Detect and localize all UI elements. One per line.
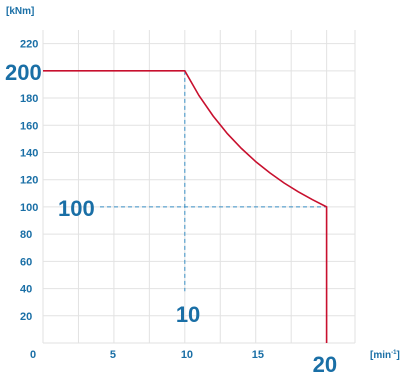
x-axis-label-sup: -1 [391,350,397,356]
x-tick-label: 15 [252,349,264,361]
y-tick-label: 40 [20,284,32,296]
x-axis-label: [min-1] [370,350,400,361]
annotation-label: 20 [313,352,337,377]
series-group [43,70,328,343]
annotation-label: 10 [176,302,200,327]
annotation-label: 100 [58,196,95,221]
x-tick-label: 0 [30,349,36,361]
y-tick-label: 120 [20,175,38,187]
guide-lines [100,70,327,292]
y-tick-label: 100 [20,202,38,214]
y-tick-label: 80 [20,229,32,241]
y-tick-label: 140 [20,147,38,159]
y-axis-label: [kNm] [6,6,34,17]
y-tick-label: 160 [20,120,38,132]
y-tick-label: 220 [20,39,38,51]
x-axis-label-text: [min [370,350,391,361]
labels-group: [kNm] [min-1] 20406080100120140160180220… [5,6,400,377]
x-tick-label: 5 [110,349,116,361]
y-tick-label: 60 [20,256,32,268]
annotation-label: 200 [5,60,42,85]
grid [42,30,356,344]
series-line [43,70,328,343]
y-tick-label: 20 [20,311,32,323]
x-tick-label: 10 [181,349,193,361]
x-axis-label-close: ] [396,350,399,361]
y-tick-label: 180 [20,93,38,105]
